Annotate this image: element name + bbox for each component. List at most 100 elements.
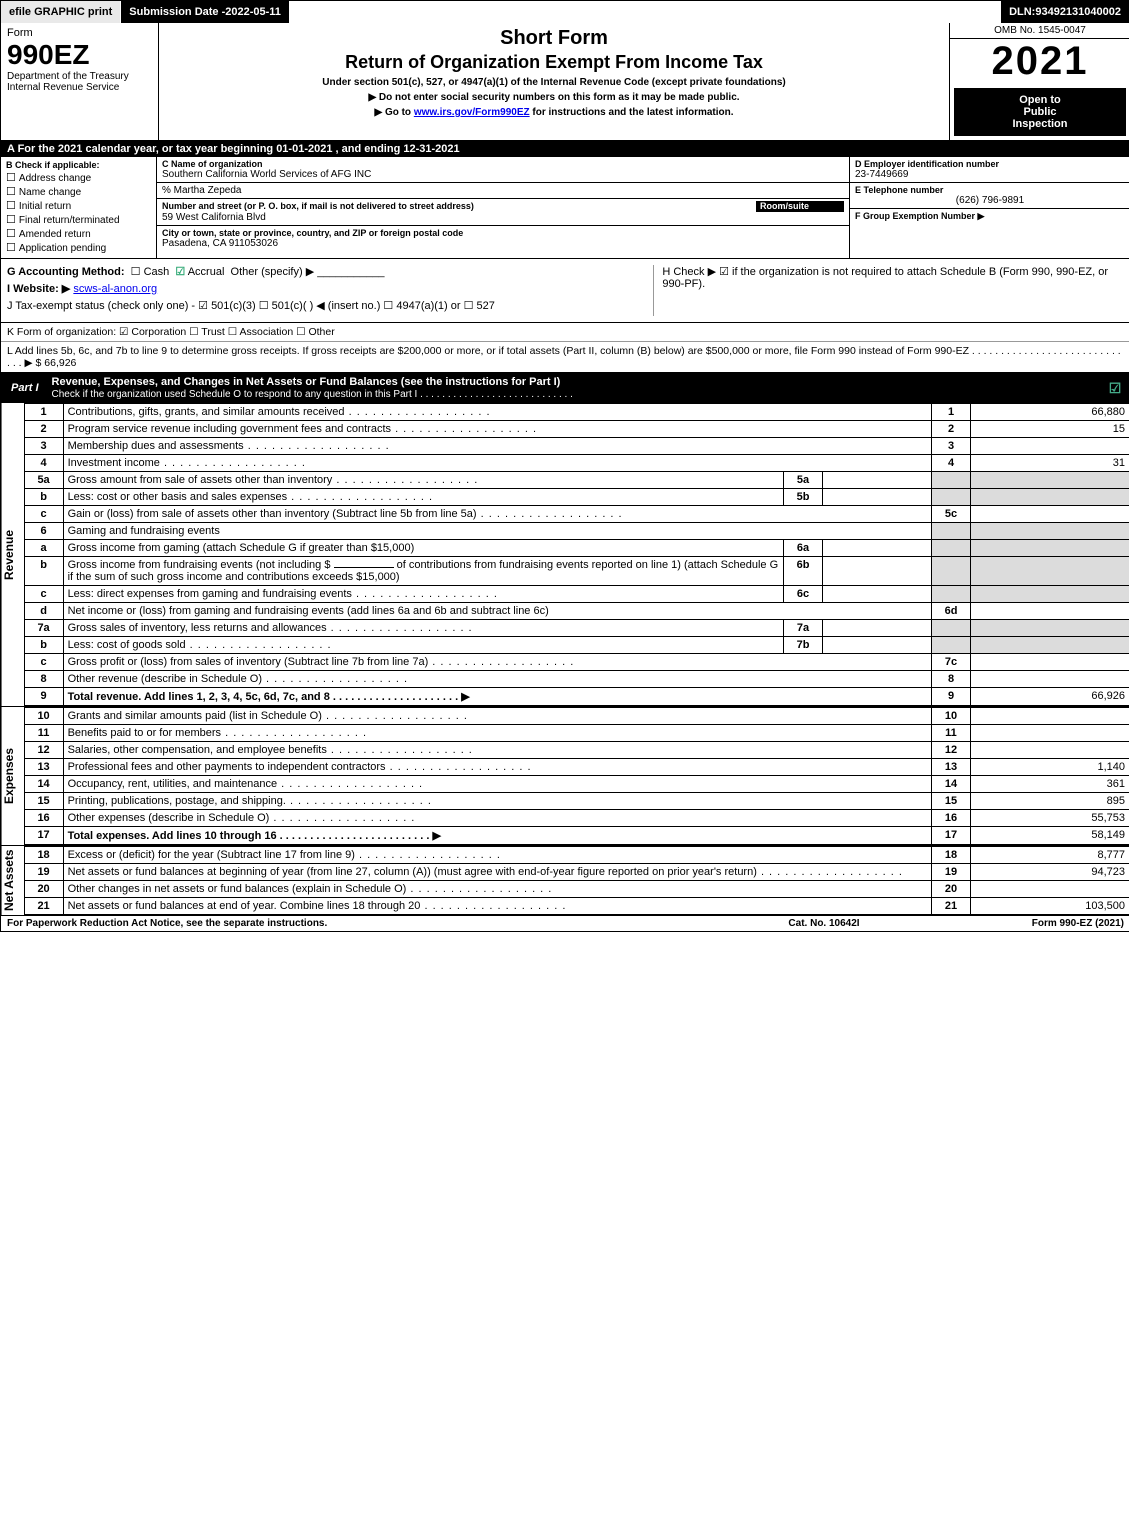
line-L: L Add lines 5b, 6c, and 7b to line 9 to … bbox=[1, 342, 1129, 373]
input-6b-amount[interactable] bbox=[334, 567, 394, 568]
phone-value: (626) 796-9891 bbox=[855, 195, 1125, 206]
desc-21: Net assets or fund balances at end of ye… bbox=[68, 900, 567, 912]
line-G: G Accounting Method: ☐ Cash ☑ Accrual Ot… bbox=[7, 265, 653, 278]
mid-6a: 6a bbox=[784, 540, 823, 557]
desc-7c: Gross profit or (loss) from sales of inv… bbox=[68, 656, 575, 668]
midamt-6b bbox=[823, 557, 932, 586]
ln-9: 9 bbox=[24, 688, 63, 706]
midamt-7b bbox=[823, 637, 932, 654]
amt-6a-shade bbox=[971, 540, 1129, 557]
ln-6a: a bbox=[24, 540, 63, 557]
city-label: City or town, state or province, country… bbox=[162, 228, 844, 238]
dln: DLN: 93492131040002 bbox=[1001, 1, 1129, 23]
subtitle-ssn: ▶ Do not enter social security numbers o… bbox=[165, 92, 943, 103]
footer-form-post: (2021) bbox=[1095, 918, 1124, 929]
ln-17: 17 bbox=[24, 827, 63, 845]
amt-15: 895 bbox=[971, 793, 1129, 810]
part-I-checknote: Check if the organization used Schedule … bbox=[52, 389, 573, 400]
amt-8 bbox=[971, 671, 1129, 688]
G-label: G Accounting Method: bbox=[7, 266, 125, 278]
desc-19: Net assets or fund balances at beginning… bbox=[68, 866, 903, 878]
amt-7b-shade bbox=[971, 637, 1129, 654]
form-number: 990EZ bbox=[7, 39, 152, 71]
open1: Open to bbox=[958, 94, 1122, 106]
rn-12: 12 bbox=[932, 742, 971, 759]
row-6d: d Net income or (loss) from gaming and f… bbox=[24, 603, 1129, 620]
amt-5a-shade bbox=[971, 472, 1129, 489]
chk-initial-return[interactable]: Initial return bbox=[6, 199, 151, 212]
website-link[interactable]: scws-al-anon.org bbox=[73, 283, 157, 295]
subtitle3-post: for instructions and the latest informat… bbox=[532, 107, 733, 118]
title-short-form: Short Form bbox=[165, 27, 943, 50]
subdate-label: Submission Date - bbox=[129, 6, 225, 18]
efile-print[interactable]: efile GRAPHIC print bbox=[1, 1, 121, 23]
mid-5b: 5b bbox=[784, 489, 823, 506]
rn-6a-shade bbox=[932, 540, 971, 557]
irs-link[interactable]: www.irs.gov/Form990EZ bbox=[414, 107, 530, 118]
amt-4: 31 bbox=[971, 455, 1129, 472]
part-I-checkbox[interactable]: ☑ bbox=[1100, 380, 1129, 397]
ln-10: 10 bbox=[24, 708, 63, 725]
desc-6a: Gross income from gaming (attach Schedul… bbox=[63, 540, 783, 557]
chk-final-return[interactable]: Final return/terminated bbox=[6, 213, 151, 226]
line-K: K Form of organization: ☑ Corporation ☐ … bbox=[1, 323, 1129, 342]
netassets-sidelabel: Net Assets bbox=[1, 846, 24, 915]
amt-6c-shade bbox=[971, 586, 1129, 603]
dept-treasury: Department of the Treasury bbox=[7, 71, 152, 82]
amt-1: 66,880 bbox=[971, 404, 1129, 421]
desc-15: Printing, publications, postage, and shi… bbox=[68, 795, 432, 807]
rn-9: 9 bbox=[932, 688, 971, 706]
rn-2: 2 bbox=[932, 421, 971, 438]
rn-21: 21 bbox=[932, 898, 971, 915]
part-I-header: Part I Revenue, Expenses, and Changes in… bbox=[1, 373, 1129, 403]
amt-3 bbox=[971, 438, 1129, 455]
rn-19: 19 bbox=[932, 864, 971, 881]
ln-7a: 7a bbox=[24, 620, 63, 637]
mid-7a: 7a bbox=[784, 620, 823, 637]
row-14: 14Occupancy, rent, utilities, and mainte… bbox=[24, 776, 1129, 793]
ln-5a: 5a bbox=[24, 472, 63, 489]
line-H: H Check ▶ ☑ if the organization is not r… bbox=[662, 265, 1124, 290]
amt-16: 55,753 bbox=[971, 810, 1129, 827]
form-page: efile GRAPHIC print Submission Date - 20… bbox=[0, 0, 1129, 932]
chk-name-change[interactable]: Name change bbox=[6, 185, 151, 198]
desc-5a: Gross amount from sale of assets other t… bbox=[68, 474, 479, 486]
netassets-section: Net Assets 18Excess or (deficit) for the… bbox=[1, 846, 1129, 916]
street-value: 59 West California Blvd bbox=[162, 212, 844, 223]
desc-20: Other changes in net assets or fund bala… bbox=[68, 883, 553, 895]
rn-14: 14 bbox=[932, 776, 971, 793]
footer-paperwork: For Paperwork Reduction Act Notice, see … bbox=[7, 918, 724, 929]
desc-5c: Gain or (loss) from sale of assets other… bbox=[68, 508, 623, 520]
rn-18: 18 bbox=[932, 847, 971, 864]
row-15: 15Printing, publications, postage, and s… bbox=[24, 793, 1129, 810]
page-footer: For Paperwork Reduction Act Notice, see … bbox=[1, 916, 1129, 931]
tax-year: 2021 bbox=[950, 39, 1129, 84]
L-value: 66,926 bbox=[44, 357, 76, 369]
subdate-value: 2022-05-11 bbox=[225, 6, 281, 18]
room-label: Room/suite bbox=[756, 201, 844, 212]
G-accrual[interactable]: Accrual bbox=[188, 266, 225, 278]
subtitle-section: Under section 501(c), 527, or 4947(a)(1)… bbox=[165, 77, 943, 88]
rn-6c-shade bbox=[932, 586, 971, 603]
row-16: 16Other expenses (describe in Schedule O… bbox=[24, 810, 1129, 827]
G-other[interactable]: Other (specify) ▶ bbox=[231, 266, 315, 278]
amt-12 bbox=[971, 742, 1129, 759]
desc-13: Professional fees and other payments to … bbox=[68, 761, 532, 773]
org-name: Southern California World Services of AF… bbox=[162, 169, 844, 180]
desc-17: Total expenses. Add lines 10 through 16 … bbox=[68, 830, 441, 842]
ln-1: 1 bbox=[24, 404, 63, 421]
chk-address-change[interactable]: Address change bbox=[6, 171, 151, 184]
I-label: I Website: ▶ bbox=[7, 283, 70, 295]
desc-6c: Less: direct expenses from gaming and fu… bbox=[68, 588, 498, 600]
ln-8: 8 bbox=[24, 671, 63, 688]
chk-app-pending[interactable]: Application pending bbox=[6, 241, 151, 254]
row-8: 8 Other revenue (describe in Schedule O)… bbox=[24, 671, 1129, 688]
chk-amended[interactable]: Amended return bbox=[6, 227, 151, 240]
rn-6b-shade bbox=[932, 557, 971, 586]
ln-7b: b bbox=[24, 637, 63, 654]
desc-7b: Less: cost of goods sold bbox=[68, 639, 332, 651]
expenses-section: Expenses 10Grants and similar amounts pa… bbox=[1, 707, 1129, 846]
expenses-table: 10Grants and similar amounts paid (list … bbox=[24, 707, 1129, 845]
G-cash[interactable]: Cash bbox=[144, 266, 170, 278]
row-4: 4 Investment income 4 31 bbox=[24, 455, 1129, 472]
